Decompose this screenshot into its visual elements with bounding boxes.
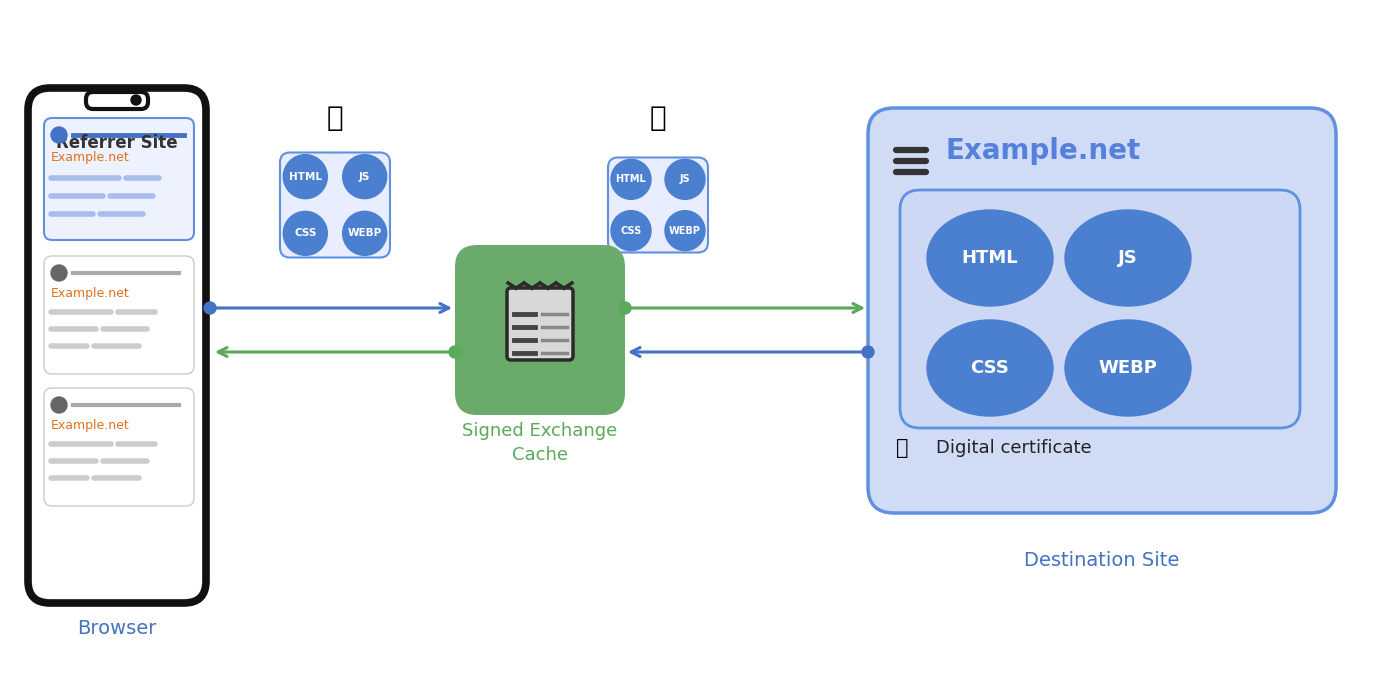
Circle shape	[449, 346, 462, 358]
FancyBboxPatch shape	[44, 118, 194, 240]
Text: CSS: CSS	[970, 359, 1009, 377]
Circle shape	[283, 211, 327, 256]
Text: WEBP: WEBP	[1099, 359, 1157, 377]
Text: HTML: HTML	[288, 171, 322, 182]
Circle shape	[51, 397, 67, 413]
Text: JS: JS	[359, 171, 370, 182]
Text: CSS: CSS	[621, 226, 642, 236]
Ellipse shape	[927, 320, 1053, 416]
FancyBboxPatch shape	[868, 108, 1336, 513]
Text: HTML: HTML	[962, 249, 1019, 267]
Text: HTML: HTML	[615, 174, 646, 184]
Circle shape	[204, 302, 216, 314]
Circle shape	[51, 127, 67, 143]
Circle shape	[620, 302, 631, 314]
Text: JS: JS	[1119, 249, 1138, 267]
Text: Digital certificate: Digital certificate	[936, 439, 1092, 457]
Text: JS: JS	[679, 174, 690, 184]
Text: Example.net: Example.net	[947, 137, 1141, 165]
Circle shape	[342, 154, 387, 199]
Text: 🔑: 🔑	[327, 104, 344, 132]
Ellipse shape	[927, 210, 1053, 306]
FancyBboxPatch shape	[44, 256, 194, 374]
Text: CSS: CSS	[294, 228, 316, 239]
Text: 🔑: 🔑	[650, 104, 667, 132]
Text: Browser: Browser	[78, 619, 157, 638]
Circle shape	[342, 211, 387, 256]
Text: Signed Exchange
Cache: Signed Exchange Cache	[463, 422, 618, 464]
Text: Example.net: Example.net	[51, 152, 130, 165]
FancyBboxPatch shape	[28, 88, 207, 603]
Ellipse shape	[1064, 210, 1191, 306]
Circle shape	[665, 159, 705, 199]
Circle shape	[51, 265, 67, 281]
Text: Example.net: Example.net	[51, 420, 130, 432]
Text: Example.net: Example.net	[51, 288, 130, 301]
FancyBboxPatch shape	[900, 190, 1300, 428]
FancyBboxPatch shape	[608, 158, 708, 252]
FancyBboxPatch shape	[455, 245, 625, 415]
FancyBboxPatch shape	[280, 152, 389, 258]
Circle shape	[283, 154, 327, 199]
FancyBboxPatch shape	[86, 92, 148, 109]
Text: 🔑: 🔑	[895, 438, 908, 458]
Circle shape	[665, 211, 705, 251]
Circle shape	[132, 95, 141, 105]
Circle shape	[611, 211, 651, 251]
Text: Destination Site: Destination Site	[1024, 551, 1179, 571]
Ellipse shape	[1064, 320, 1191, 416]
Text: WEBP: WEBP	[669, 226, 701, 236]
Circle shape	[862, 346, 875, 358]
FancyBboxPatch shape	[507, 288, 572, 360]
Text: WEBP: WEBP	[348, 228, 381, 239]
FancyBboxPatch shape	[44, 388, 194, 506]
Text: Referrer Site: Referrer Site	[57, 134, 177, 152]
Circle shape	[611, 159, 651, 199]
